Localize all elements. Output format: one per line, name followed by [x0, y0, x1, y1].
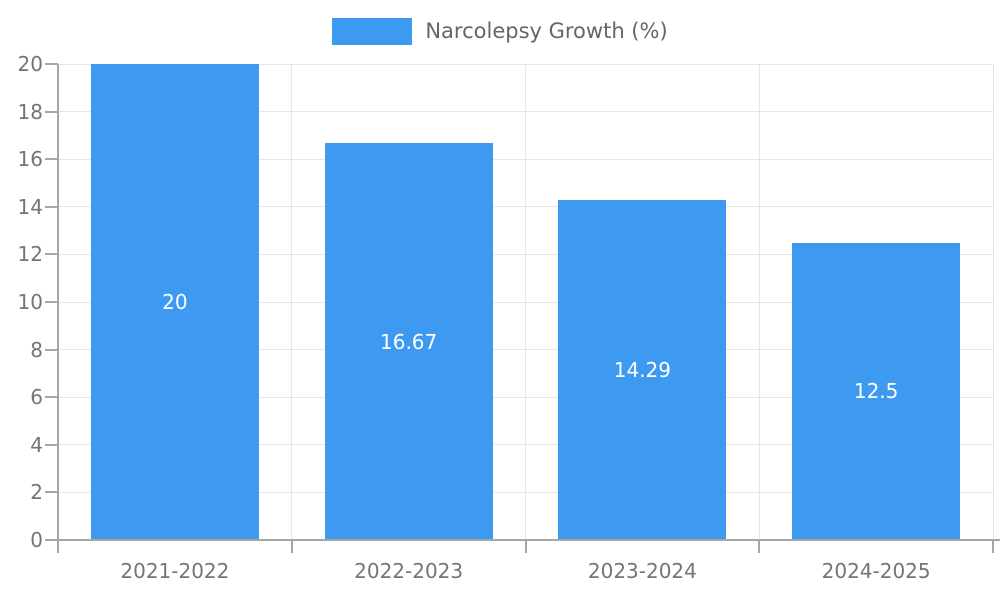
- x-axis-tick: [524, 540, 527, 553]
- gridline-vertical: [992, 64, 994, 540]
- y-axis-tick-label: 20: [17, 52, 43, 76]
- legend[interactable]: Narcolepsy Growth (%): [0, 14, 1000, 48]
- x-axis-tick-label: 2022-2023: [354, 559, 464, 583]
- bar-value-label: 16.67: [379, 329, 438, 354]
- y-axis-tick: [45, 301, 58, 303]
- bar[interactable]: [792, 242, 961, 540]
- x-axis-tick-label: 2021-2022: [120, 559, 230, 583]
- y-axis-tick-label: 16: [17, 147, 43, 172]
- y-axis-line: [57, 64, 59, 553]
- bar[interactable]: [90, 64, 259, 540]
- y-axis-tick: [45, 158, 58, 161]
- x-axis-tick: [290, 540, 293, 553]
- y-axis-tick-label: 2: [30, 480, 43, 505]
- y-axis-tick-label: 4: [30, 432, 43, 457]
- bar-value-label: 14.29: [613, 357, 672, 382]
- x-axis-line: [45, 539, 1000, 541]
- y-axis-tick: [45, 110, 58, 113]
- y-axis-tick: [45, 491, 58, 494]
- y-axis-tick-label: 6: [30, 385, 43, 410]
- y-axis-tick: [45, 396, 58, 399]
- bar[interactable]: [324, 143, 493, 540]
- bar[interactable]: [558, 199, 727, 540]
- y-axis-tick: [45, 205, 58, 208]
- y-axis-tick-label: 14: [17, 194, 43, 219]
- y-axis-tick-label: 12: [17, 242, 43, 267]
- legend-swatch: [332, 17, 413, 45]
- y-axis-tick: [45, 253, 58, 256]
- y-axis-tick-label: 0: [30, 528, 43, 552]
- gridline-vertical: [291, 64, 293, 540]
- x-axis-tick-label: 2024-2025: [821, 559, 931, 583]
- gridline-vertical: [758, 64, 760, 540]
- y-axis-tick-label: 8: [30, 337, 43, 362]
- bar-value-label: 12.5: [853, 379, 899, 404]
- bar-value-label: 20: [162, 290, 188, 314]
- gridline-vertical: [525, 64, 526, 540]
- x-axis-tick: [758, 540, 761, 553]
- x-axis-tick: [992, 540, 994, 553]
- y-axis-tick-label: 18: [17, 99, 43, 124]
- legend-label: Narcolepsy Growth (%): [425, 19, 668, 43]
- y-axis-tick: [45, 348, 58, 351]
- y-axis-tick: [45, 63, 58, 65]
- y-axis-tick-label: 10: [17, 290, 43, 314]
- x-axis-tick-label: 2023-2024: [587, 559, 697, 583]
- y-axis-tick: [45, 443, 58, 446]
